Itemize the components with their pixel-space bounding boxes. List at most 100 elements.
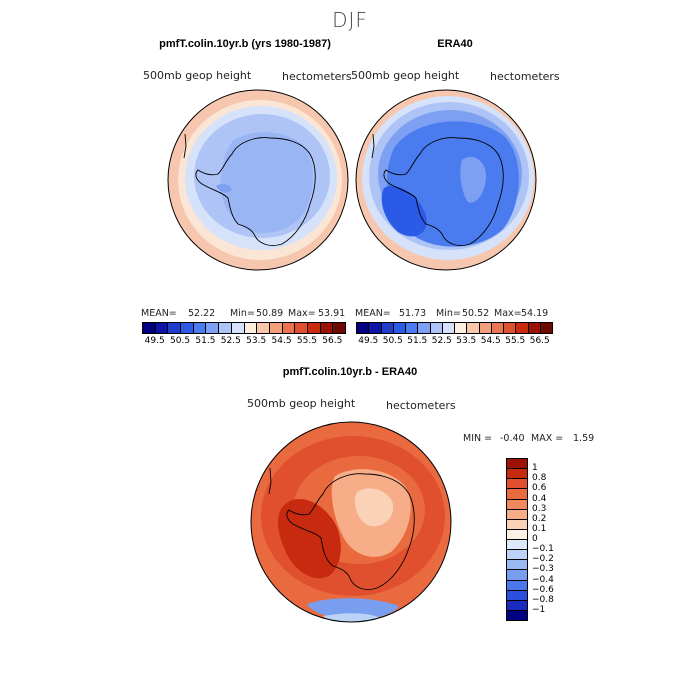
colorbar-cell [454,322,468,334]
colorbar-cell [441,322,455,334]
colorbar-cell [429,322,443,334]
panel3-min-value: -0.40 [500,433,525,444]
panel1-region-low-patch [216,183,232,193]
panel2-region-high-patch [460,156,486,203]
colorbar-tick-label: −0.6 [532,584,554,595]
colorbar-tick-label: 55.5 [296,336,317,346]
colorbar-tick-label: 53.5 [246,336,267,346]
colorbar-cell [392,322,406,334]
panel3-south-america-tip [268,467,272,495]
colorbar-cell [218,322,232,334]
panel2-map-border [355,89,537,271]
colorbar-cell [478,322,492,334]
colorbar-tick-label: 56.5 [529,336,550,346]
panel1-polar-map [167,89,349,271]
colorbar-tick-label: −0.8 [532,594,554,605]
colorbar-cell [466,322,480,334]
colorbar-tick-label: −0.4 [532,574,554,585]
colorbar-tick-label: 52.5 [431,336,452,346]
panel3-field-label: 500mb geop height [247,397,356,410]
panel2-antarctica-coastline [383,137,504,246]
panel2-max-label: Max= [494,308,522,319]
colorbar-cell [503,322,517,334]
colorbar-cell [205,322,220,334]
panel2-colorbar-ticks: 49.5 50.5 51.5 52.5 53.5 54.5 55.5 56.5 [356,336,552,348]
panel2-mean-value: 51.73 [399,308,427,319]
colorbar-cell [294,322,308,334]
panel1-mean-label: MEAN= [141,308,177,319]
colorbar-tick-label: 0.6 [532,483,547,494]
panel1-max-label: Max= [288,308,316,319]
panel2-min-label: Min= [436,308,461,319]
panel1-region-core [220,132,314,234]
panel2-mean-label: MEAN= [355,308,391,319]
colorbar-tick-label: 0.8 [532,473,547,484]
panel1-colorbar-ticks: 49.5 50.5 51.5 52.5 53.5 54.5 55.5 56.5 [142,336,345,348]
colorbar-tick-label: 50.5 [170,336,191,346]
colorbar-cell [306,322,321,334]
colorbar-cell [243,322,258,334]
panel2-colorbar [356,322,553,334]
main-title: DJF [332,8,368,32]
colorbar-cell [539,322,553,334]
colorbar-tick-label: 51.5 [407,336,428,346]
colorbar-cell [356,322,370,334]
panel3-max-label: MAX = [531,433,564,444]
colorbar-cell [268,322,283,334]
panel3-antarctica-coastline [286,473,415,590]
colorbar-tick-label: −0.1 [532,544,554,555]
panel3-map-border [250,421,452,623]
colorbar-cell [405,322,419,334]
panel2-field-label: 500mb geop height [351,69,460,82]
colorbar-tick-label: −0.2 [532,554,554,565]
colorbar-cell [506,609,528,621]
colorbar-cell [368,322,382,334]
panel3-units-label: hectometers [386,399,456,412]
colorbar-cell [417,322,431,334]
panel1-min-value: 50.89 [256,308,284,319]
colorbar-tick-label: 0.1 [532,523,547,534]
colorbar-cell [380,322,394,334]
colorbar-tick-label: 56.5 [322,336,343,346]
panel2-region-low-patch [381,185,427,237]
panel2-max-value: 54.19 [521,308,549,319]
panel1-colorbar [142,322,346,334]
colorbar-tick-label: 50.5 [382,336,403,346]
colorbar-tick-label: 0.4 [532,493,547,504]
colorbar-cell [192,322,207,334]
colorbar-tick-label: 0.2 [532,513,547,524]
colorbar-tick-label: 51.5 [195,336,216,346]
panel1-field-label: 500mb geop height [143,69,252,82]
panel1-units-label: hectometers [282,70,352,83]
colorbar-tick-label: 49.5 [144,336,165,346]
colorbar-cell [281,322,296,334]
panel2-south-america-tip [371,133,375,159]
panel2-title: ERA40 [437,38,473,50]
colorbar-cell [256,322,270,334]
panel3-colorbar [506,458,528,621]
panel3-region-west-max [277,498,341,579]
colorbar-tick-label: 55.5 [505,336,526,346]
panel3-title: pmfT.colin.10yr.b - ERA40 [282,366,418,378]
colorbar-cell [319,322,334,334]
colorbar-tick-label: 54.5 [271,336,292,346]
colorbar-cell [527,322,541,334]
colorbar-tick-label: 49.5 [358,336,379,346]
colorbar-tick-label: 0 [532,534,538,544]
colorbar-cell [142,322,156,334]
colorbar-tick-label: 0.3 [532,503,547,514]
panel3-polar-map [250,421,452,623]
panel1-max-value: 53.91 [318,308,346,319]
panel3-min-label: MIN = [463,433,493,444]
colorbar-tick-label: −1 [532,604,546,615]
colorbar-tick-label: 1 [532,463,538,474]
panel3-region-dome [354,488,394,527]
panel1-mean-value: 52.22 [188,308,216,319]
colorbar-tick-label: 52.5 [220,336,241,346]
panel1-antarctica-coastline [195,137,316,246]
panel3-colorbar-ticks: 1 0.8 0.6 0.4 0.3 0.2 0.1 0 −0.1 −0.2 −0.3 −0.4 −0.6… [532,458,572,620]
panel3-region-south-minimum [307,598,399,620]
colorbar-cell [515,322,529,334]
panel3-max-value: 1.59 [573,433,595,444]
colorbar-cell [490,322,504,334]
